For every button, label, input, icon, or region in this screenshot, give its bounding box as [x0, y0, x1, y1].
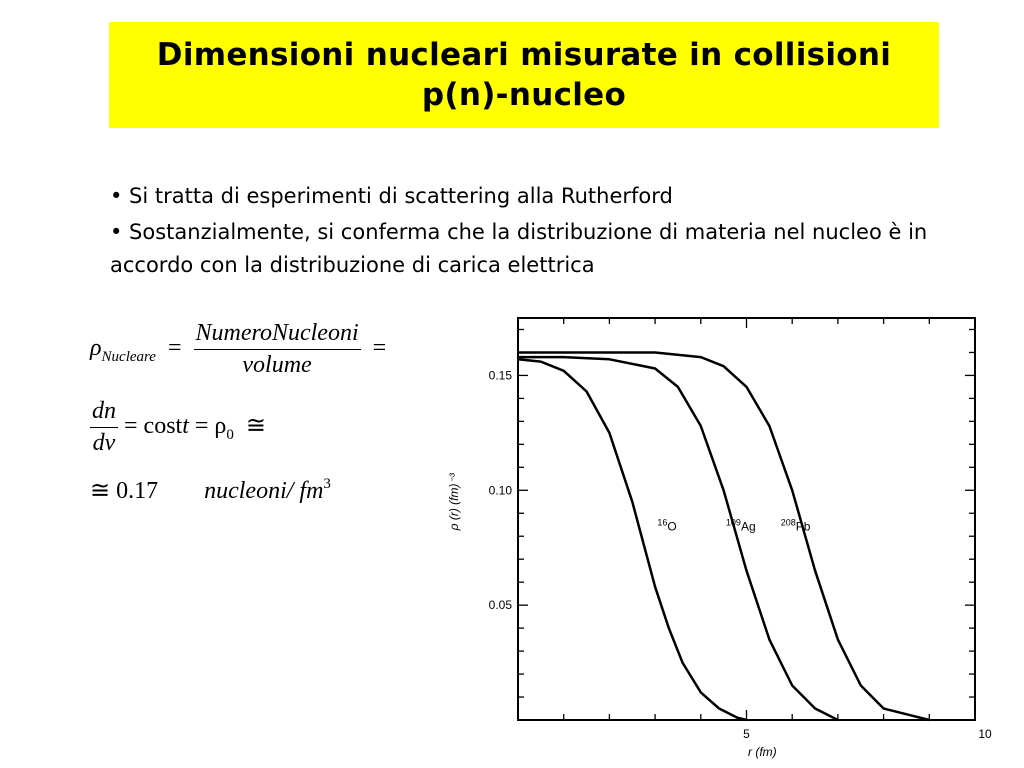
slide-title-line2: p(n)-nucleo — [421, 77, 627, 113]
approx-sign: ≅ — [245, 413, 266, 440]
curve-ag — [518, 355, 839, 722]
density-unit-exponent: 3 — [323, 476, 331, 492]
slide-title-line1: Dimensioni nucleari misurate in collisio… — [156, 37, 892, 73]
formula-density-value: ≅ 0.17 nucleoni/ fm3 — [90, 476, 331, 505]
rho-symbol: ρ — [90, 335, 102, 362]
bullet-1: • Si tratta di esperimenti di scattering… — [110, 184, 673, 208]
y-tick-label: 0.10 — [489, 483, 513, 497]
bullet-2: • Sostanzialmente, si conferma che la di… — [110, 220, 928, 277]
formula-constant-density: dn dv = costt = ρ0 ≅ — [90, 398, 266, 457]
density-value: ≅ 0.17 — [90, 478, 159, 504]
fraction-dn: dn — [92, 398, 116, 424]
x-tick-label: 10 — [978, 727, 992, 741]
curve-label-mass-number: 208 — [781, 517, 796, 527]
title-banner: Dimensioni nucleari misurate in collisio… — [109, 22, 939, 128]
bullet-list: • Si tratta di esperimenti di scattering… — [110, 180, 990, 285]
fraction-denominator: volume — [193, 349, 361, 379]
curve-label-element: Pb — [796, 519, 811, 533]
density-unit: nucleoni/ fm — [204, 478, 324, 504]
equals-sign-2: = — [372, 335, 387, 362]
equals-sign-1: = — [167, 335, 182, 362]
rho0-subscript: 0 — [226, 427, 234, 444]
curve-label-mass-number: 16 — [657, 517, 667, 527]
fraction-dn-dv: dn dv — [90, 398, 118, 457]
fraction-nucleons-volume: NumeroNucleoni volume — [193, 320, 361, 379]
curve-label-pb: 208Pb — [781, 517, 811, 533]
formula-density-definition: ρNucleare = NumeroNucleoni volume = — [90, 320, 386, 379]
curve-label-mass-number: 109 — [726, 517, 741, 527]
y-tick-label: 0.05 — [489, 598, 513, 612]
density-chart: 0.05 0.10 0.15 5 10 r (fm) ρ (r) (fm)⁻³ 16O 109A… — [440, 300, 1024, 768]
density-chart-svg: 0.05 0.10 0.15 5 10 r (fm) ρ (r) (fm)⁻³ 16O 109A… — [447, 317, 992, 759]
fraction-dv: dv — [90, 427, 118, 457]
rho-subscript: Nucleare — [101, 349, 156, 366]
fraction-numerator: NumeroNucleoni — [195, 320, 359, 346]
x-axis-label: r (fm) — [748, 745, 777, 759]
rho0-text: = ρ — [194, 413, 227, 440]
curve-label-o: 16O — [657, 517, 676, 533]
x-tick-label: 5 — [743, 727, 750, 741]
cost-text: = cost — [124, 413, 183, 440]
cost-t: t — [182, 413, 189, 440]
curve-label-element: Ag — [741, 519, 756, 533]
curve-pb — [518, 351, 930, 722]
y-tick-label: 0.15 — [489, 368, 513, 382]
curve-label-element: O — [667, 519, 676, 533]
curve-o — [517, 358, 747, 722]
curve-label-ag: 109Ag — [726, 517, 756, 533]
y-axis-label: ρ (r) (fm)⁻³ — [447, 472, 461, 531]
